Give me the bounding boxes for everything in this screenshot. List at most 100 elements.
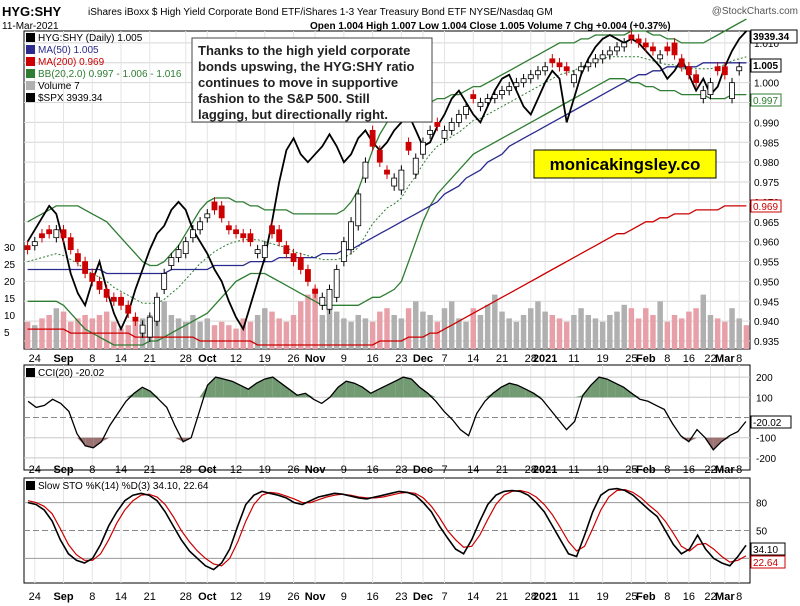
candle-body xyxy=(60,229,67,239)
candle-body xyxy=(621,42,628,48)
close-value-label: 1.005 xyxy=(753,61,778,72)
candle-body xyxy=(261,245,268,258)
x-tick-label: 2021 xyxy=(533,591,557,603)
volume-bar xyxy=(520,315,527,349)
candle-body xyxy=(499,90,505,95)
x-tick-label: Oct xyxy=(198,353,217,365)
candle-body xyxy=(67,237,74,251)
sto-k-line xyxy=(27,487,747,571)
legend-swatch-bb xyxy=(26,69,35,78)
candle-body xyxy=(556,62,563,68)
x-tick-label: 8 xyxy=(736,353,742,365)
cci-overbought-fill xyxy=(150,391,159,398)
volume-bar xyxy=(326,308,333,349)
price-axis: 1.0101.0051.0000.9950.9900.9850.9800.975… xyxy=(754,39,779,348)
x-tick-label: 21 xyxy=(496,591,508,603)
brand-frame xyxy=(533,149,717,179)
cci-value-box xyxy=(750,415,792,429)
volume-bar xyxy=(190,315,196,349)
cci-overbought-fill xyxy=(574,395,583,398)
volume-bar xyxy=(707,315,714,349)
volume-bar xyxy=(678,318,685,349)
candle-body xyxy=(89,273,96,282)
sto-k-value-box xyxy=(750,542,786,556)
x-tick-label: 16 xyxy=(683,353,695,365)
price-tick-label: 0.945 xyxy=(754,297,779,308)
sto-legend-swatch xyxy=(26,481,35,490)
cci-legend-swatch xyxy=(26,368,35,377)
volume-tick-label: 5 xyxy=(4,328,10,339)
candle-body xyxy=(376,149,383,163)
volume-bar xyxy=(341,318,347,349)
x-tick-label: 28 xyxy=(180,353,192,365)
legend-bb: BB(20,2.0) 0.997 - 1.006 - 1.016 xyxy=(38,69,182,80)
cci-oversold-fill xyxy=(713,437,722,450)
candle-body xyxy=(182,241,189,255)
volume-tick-label: 20 xyxy=(4,277,16,288)
volume-tick-label: 30 xyxy=(4,243,16,254)
candle-body xyxy=(211,201,218,211)
candle-body xyxy=(563,66,570,72)
x-tick-label: Nov xyxy=(305,353,327,365)
symbol-title: HYG:SHY xyxy=(2,4,62,19)
x-tick-label: 28 xyxy=(180,591,192,603)
cci-overbought-fill xyxy=(362,387,371,398)
candle-body xyxy=(190,229,196,239)
cci-overbought-fill xyxy=(338,381,347,398)
legend-swatch-main xyxy=(26,33,35,42)
volume-bar xyxy=(111,321,117,349)
x-tick-label: 7 xyxy=(441,464,447,476)
volume-bar xyxy=(247,321,254,349)
x-tick-label: 21 xyxy=(496,353,508,365)
x-tick-label: 12 xyxy=(230,353,242,365)
x-tick-label: 14 xyxy=(115,591,127,603)
x-tick-label: 2021 xyxy=(533,353,557,365)
x-tick-label: Sep xyxy=(53,591,73,603)
x-tick-label: 16 xyxy=(366,464,378,476)
volume-bar xyxy=(96,315,103,349)
x-tick-label: 25 xyxy=(625,591,637,603)
watermark: @StockCharts.com xyxy=(712,6,798,17)
annotation-line-3: continues to move in supportive xyxy=(198,75,398,90)
volume-bar xyxy=(420,311,426,349)
candle-body xyxy=(700,90,707,99)
cci-overbought-fill xyxy=(280,383,290,398)
candle-body xyxy=(606,50,613,56)
volume-bar xyxy=(24,321,31,349)
cci-overbought-fill xyxy=(419,387,428,398)
cci-oversold-fill xyxy=(77,437,86,446)
volume-bar xyxy=(348,321,354,349)
candle-body xyxy=(455,114,462,123)
price-tick-label: 0.990 xyxy=(754,118,779,129)
candle-body xyxy=(678,58,685,68)
cci-overbought-fill xyxy=(215,377,224,398)
cci-overbought-fill xyxy=(623,387,632,398)
x-tick-label: 26 xyxy=(287,591,299,603)
candle-body xyxy=(657,54,664,60)
x-tick-label: 22 xyxy=(704,353,716,365)
candle-body xyxy=(477,102,484,107)
candle-body xyxy=(650,46,656,52)
x-tick-label: 14 xyxy=(115,464,127,476)
x-tick-label: 26 xyxy=(287,353,299,365)
x-tick-label: 28 xyxy=(525,353,537,365)
candle-body xyxy=(542,66,549,72)
volume-bar xyxy=(305,294,311,349)
candle-body xyxy=(53,229,60,239)
x-tick-label: 7 xyxy=(441,353,447,365)
volume-bar xyxy=(204,318,211,349)
candle-body xyxy=(218,205,225,219)
volume-bar xyxy=(132,321,139,349)
cci-line xyxy=(27,376,747,451)
cci-overbought-fill xyxy=(248,383,257,398)
candle-body xyxy=(340,241,347,262)
cci-overbought-fill xyxy=(223,379,233,398)
sto-k-value-label: 34.10 xyxy=(753,545,778,556)
volume-bar xyxy=(283,321,290,349)
candle-body xyxy=(283,245,290,254)
x-tick-label: 19 xyxy=(259,353,271,365)
volume-bar xyxy=(743,325,750,349)
candle-body xyxy=(614,46,620,52)
candle-body xyxy=(729,82,735,99)
